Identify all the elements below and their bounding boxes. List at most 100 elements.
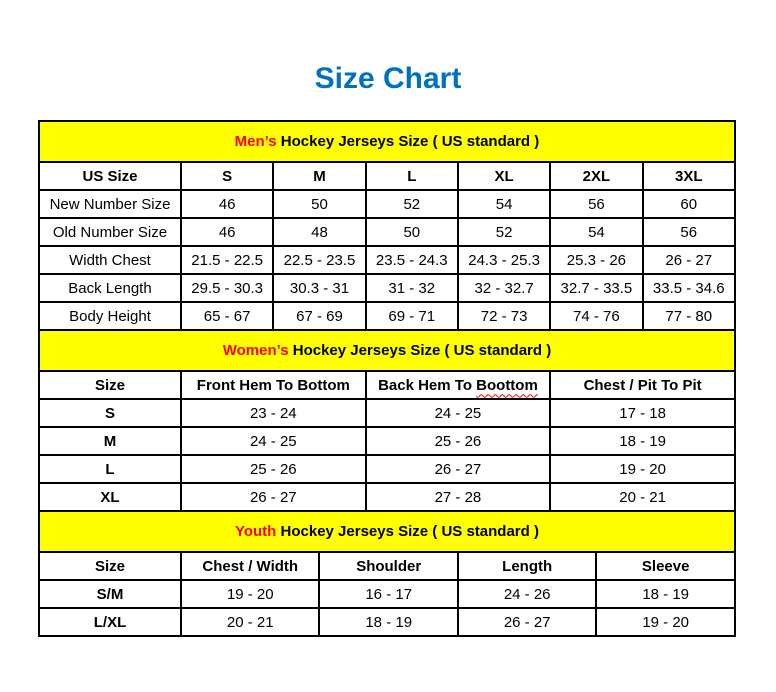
- row-label: Body Height: [38, 301, 182, 331]
- table-cell: 25 - 26: [364, 426, 552, 456]
- table-cell: 33.5 - 34.6: [641, 273, 736, 303]
- table-cell: 25 - 26: [180, 454, 367, 484]
- youth-header-size: Size: [38, 551, 182, 581]
- table-cell: 50: [364, 217, 459, 247]
- womens-header-back-hem-prefix: Back Hem To: [378, 376, 477, 394]
- table-cell: 19 - 20: [549, 454, 736, 484]
- table-cell: 54: [456, 189, 552, 219]
- table-cell: 52: [456, 217, 552, 247]
- youth-banner-text: Hockey Jerseys Size ( US standard ): [276, 523, 539, 540]
- table-cell: 56: [549, 189, 644, 219]
- mens-header-us-size: US Size: [38, 161, 182, 191]
- youth-header-row: Size Chest / Width Shoulder Length Sleev…: [38, 551, 736, 581]
- table-cell: 65 - 67: [179, 301, 275, 331]
- womens-header-back-hem: Back Hem To Boottom: [364, 370, 552, 400]
- table-cell: 32.7 - 33.5: [549, 273, 644, 303]
- mens-header-l: L: [364, 161, 459, 191]
- mens-header-m: M: [272, 161, 367, 191]
- table-cell: 18 - 19: [595, 579, 736, 609]
- table-cell: 56: [641, 217, 736, 247]
- row-label: S/M: [38, 579, 182, 609]
- table-cell: 18 - 19: [318, 607, 459, 637]
- table-cell: 52: [364, 189, 459, 219]
- row-label: Back Length: [38, 273, 182, 303]
- womens-row-l: L 25 - 26 26 - 27 19 - 20: [38, 454, 736, 484]
- row-label: L: [38, 454, 182, 484]
- mens-header-xl: XL: [456, 161, 552, 191]
- table-cell: 74 - 76: [549, 301, 644, 331]
- table-cell: 23 - 24: [180, 398, 367, 428]
- table-cell: 22.5 - 23.5: [272, 245, 367, 275]
- youth-row-lxl: L/XL 20 - 21 18 - 19 26 - 27 19 - 20: [38, 607, 736, 637]
- womens-header-chest: Chest / Pit To Pit: [549, 370, 736, 400]
- womens-banner-text: Hockey Jerseys Size ( US standard ): [288, 342, 552, 359]
- table-cell: 72 - 73: [456, 301, 552, 331]
- table-cell: 24 - 26: [456, 579, 598, 609]
- table-cell: 18 - 19: [549, 426, 736, 456]
- table-cell: 48: [272, 217, 367, 247]
- womens-header-row: Size Front Hem To Bottom Back Hem To Boo…: [38, 370, 736, 400]
- mens-row-body-height: Body Height 65 - 67 67 - 69 69 - 71 72 -…: [38, 301, 736, 331]
- table-cell: 30.3 - 31: [272, 273, 367, 303]
- table-cell: 19 - 20: [595, 607, 736, 637]
- table-cell: 54: [549, 217, 644, 247]
- row-label: L/XL: [38, 607, 182, 637]
- table-cell: 26 - 27: [364, 454, 552, 484]
- page-title: Size Chart: [314, 62, 462, 95]
- youth-header-chest-width: Chest / Width: [179, 551, 321, 581]
- mens-section-banner: Men’s Hockey Jerseys Size ( US standard …: [38, 120, 736, 163]
- youth-row-sm: S/M 19 - 20 16 - 17 24 - 26 18 - 19: [38, 579, 736, 609]
- table-cell: 32 - 32.7: [456, 273, 552, 303]
- mens-banner-cell: Men’s Hockey Jerseys Size ( US standard …: [38, 120, 736, 163]
- table-cell: 50: [272, 189, 367, 219]
- womens-row-xl: XL 26 - 27 27 - 28 20 - 21: [38, 482, 736, 512]
- mens-row-new-number-size: New Number Size 46 50 52 54 56 60: [38, 189, 736, 219]
- mens-row-old-number-size: Old Number Size 46 48 50 52 54 56: [38, 217, 736, 247]
- table-cell: 27 - 28: [364, 482, 552, 512]
- table-cell: 26 - 27: [641, 245, 736, 275]
- table-cell: 29.5 - 30.3: [179, 273, 275, 303]
- womens-banner-cell: Women’s Hockey Jerseys Size ( US standar…: [38, 329, 736, 372]
- womens-header-back-hem-misspelled: Boottom: [476, 376, 538, 394]
- row-label: S: [38, 398, 182, 428]
- table-cell: 20 - 21: [179, 607, 321, 637]
- mens-header-row: US Size S M L XL 2XL 3XL: [38, 161, 736, 191]
- table-cell: 60: [641, 189, 736, 219]
- youth-header-sleeve: Sleeve: [595, 551, 736, 581]
- row-label: XL: [38, 482, 182, 512]
- table-cell: 20 - 21: [549, 482, 736, 512]
- table-cell: 26 - 27: [456, 607, 598, 637]
- table-cell: 17 - 18: [549, 398, 736, 428]
- table-cell: 24 - 25: [364, 398, 552, 428]
- table-cell: 23.5 - 24.3: [364, 245, 459, 275]
- table-cell: 31 - 32: [364, 273, 459, 303]
- womens-row-s: S 23 - 24 24 - 25 17 - 18: [38, 398, 736, 428]
- table-cell: 77 - 80: [641, 301, 736, 331]
- size-chart-table: Men’s Hockey Jerseys Size ( US standard …: [38, 120, 736, 637]
- youth-banner-cell: Youth Hockey Jerseys Size ( US standard …: [38, 510, 736, 553]
- row-label: Width Chest: [38, 245, 182, 275]
- womens-section-banner: Women’s Hockey Jerseys Size ( US standar…: [38, 329, 736, 372]
- row-label: M: [38, 426, 182, 456]
- table-cell: 67 - 69: [272, 301, 367, 331]
- womens-banner-highlight: Women’s: [222, 342, 289, 359]
- table-cell: 21.5 - 22.5: [179, 245, 275, 275]
- mens-row-width-chest: Width Chest 21.5 - 22.5 22.5 - 23.5 23.5…: [38, 245, 736, 275]
- youth-section-banner: Youth Hockey Jerseys Size ( US standard …: [38, 510, 736, 553]
- mens-header-2xl: 2XL: [549, 161, 644, 191]
- table-cell: 25.3 - 26: [549, 245, 644, 275]
- table-cell: 46: [179, 217, 275, 247]
- table-cell: 26 - 27: [180, 482, 367, 512]
- table-cell: 24 - 25: [180, 426, 367, 456]
- womens-header-size: Size: [38, 370, 182, 400]
- table-cell: 24.3 - 25.3: [456, 245, 552, 275]
- row-label: New Number Size: [38, 189, 182, 219]
- table-cell: 46: [179, 189, 275, 219]
- youth-banner-highlight: Youth: [234, 523, 277, 540]
- table-cell: 69 - 71: [364, 301, 459, 331]
- youth-header-length: Length: [456, 551, 598, 581]
- table-cell: 19 - 20: [179, 579, 321, 609]
- mens-banner-text: Hockey Jerseys Size ( US standard ): [276, 133, 540, 150]
- mens-header-s: S: [179, 161, 275, 191]
- mens-row-back-length: Back Length 29.5 - 30.3 30.3 - 31 31 - 3…: [38, 273, 736, 303]
